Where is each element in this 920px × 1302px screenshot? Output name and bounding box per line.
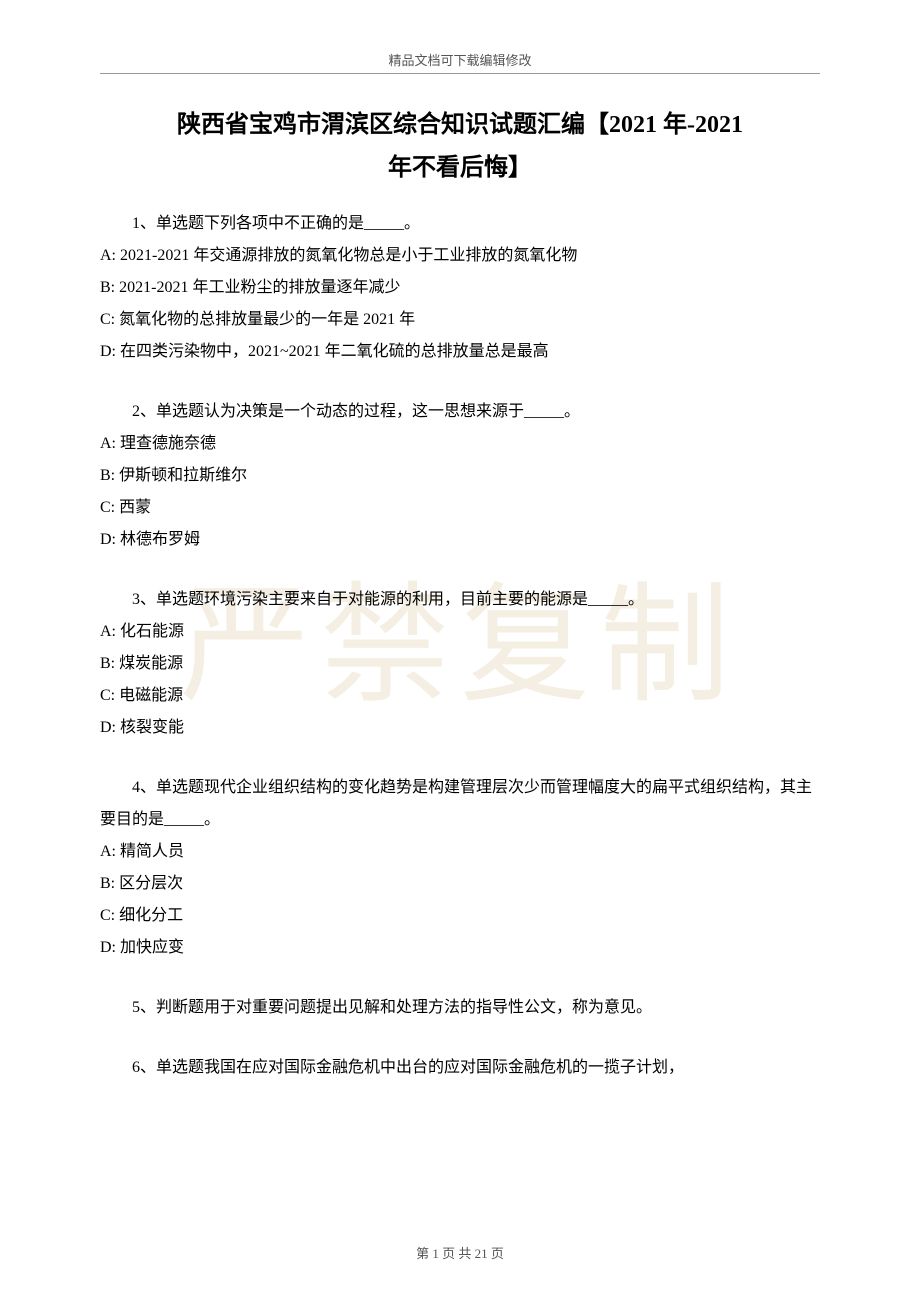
page-footer: 第 1 页 共 21 页 [0,1243,920,1262]
option-a: A: 2021-2021 年交通源排放的氮氧化物总是小于工业排放的氮氧化物 [100,240,820,272]
option-b: B: 伊斯顿和拉斯维尔 [100,460,820,492]
question-6: 6、单选题我国在应对国际金融危机中出台的应对国际金融危机的一揽子计划， [100,1052,820,1084]
question-1: 1、单选题下列各项中不正确的是_____。 A: 2021-2021 年交通源排… [100,208,820,368]
option-d: D: 林德布罗姆 [100,524,820,556]
question-stem: 1、单选题下列各项中不正确的是_____。 [100,208,820,240]
title-line-1: 陕西省宝鸡市渭滨区综合知识试题汇编【2021 年-2021 [100,104,820,147]
header-text: 精品文档可下载编辑修改 [100,50,820,69]
question-stem: 3、单选题环境污染主要来自于对能源的利用，目前主要的能源是_____。 [100,584,820,616]
option-d: D: 核裂变能 [100,712,820,744]
option-c: C: 电磁能源 [100,680,820,712]
page-container: 精品文档可下载编辑修改 陕西省宝鸡市渭滨区综合知识试题汇编【2021 年-202… [0,0,920,1152]
question-stem: 6、单选题我国在应对国际金融危机中出台的应对国际金融危机的一揽子计划， [100,1052,820,1084]
question-stem: 2、单选题认为决策是一个动态的过程，这一思想来源于_____。 [100,396,820,428]
option-d: D: 加快应变 [100,932,820,964]
option-c: C: 细化分工 [100,900,820,932]
option-b: B: 2021-2021 年工业粉尘的排放量逐年减少 [100,272,820,304]
question-stem: 4、单选题现代企业组织结构的变化趋势是构建管理层次少而管理幅度大的扁平式组织结构… [100,772,820,836]
question-3: 3、单选题环境污染主要来自于对能源的利用，目前主要的能源是_____。 A: 化… [100,584,820,744]
question-4: 4、单选题现代企业组织结构的变化趋势是构建管理层次少而管理幅度大的扁平式组织结构… [100,772,820,964]
header-divider [100,73,820,74]
content-area: 陕西省宝鸡市渭滨区综合知识试题汇编【2021 年-2021 年不看后悔】 1、单… [100,104,820,1084]
option-a: A: 精简人员 [100,836,820,868]
title-line-2: 年不看后悔】 [100,147,820,190]
question-5: 5、判断题用于对重要问题提出见解和处理方法的指导性公文，称为意见。 [100,992,820,1024]
option-a: A: 理查德施奈德 [100,428,820,460]
document-title: 陕西省宝鸡市渭滨区综合知识试题汇编【2021 年-2021 年不看后悔】 [100,104,820,190]
option-d: D: 在四类污染物中，2021~2021 年二氧化硫的总排放量总是最高 [100,336,820,368]
question-2: 2、单选题认为决策是一个动态的过程，这一思想来源于_____。 A: 理查德施奈… [100,396,820,556]
option-a: A: 化石能源 [100,616,820,648]
option-c: C: 西蒙 [100,492,820,524]
question-stem: 5、判断题用于对重要问题提出见解和处理方法的指导性公文，称为意见。 [100,992,820,1024]
option-c: C: 氮氧化物的总排放量最少的一年是 2021 年 [100,304,820,336]
option-b: B: 煤炭能源 [100,648,820,680]
option-b: B: 区分层次 [100,868,820,900]
